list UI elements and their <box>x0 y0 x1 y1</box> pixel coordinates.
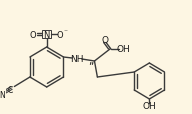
Text: ,: , <box>90 56 93 65</box>
Text: N: N <box>44 30 50 39</box>
Text: OH: OH <box>142 102 156 111</box>
Text: O: O <box>57 30 64 39</box>
Text: ⁻: ⁻ <box>63 27 67 36</box>
Text: NH: NH <box>70 55 84 64</box>
FancyBboxPatch shape <box>42 31 51 39</box>
Text: O: O <box>102 35 109 44</box>
Text: OH: OH <box>117 45 130 54</box>
Text: O: O <box>30 30 36 39</box>
Text: ,: , <box>88 56 91 65</box>
Text: C: C <box>8 85 13 94</box>
Text: N: N <box>0 90 5 99</box>
